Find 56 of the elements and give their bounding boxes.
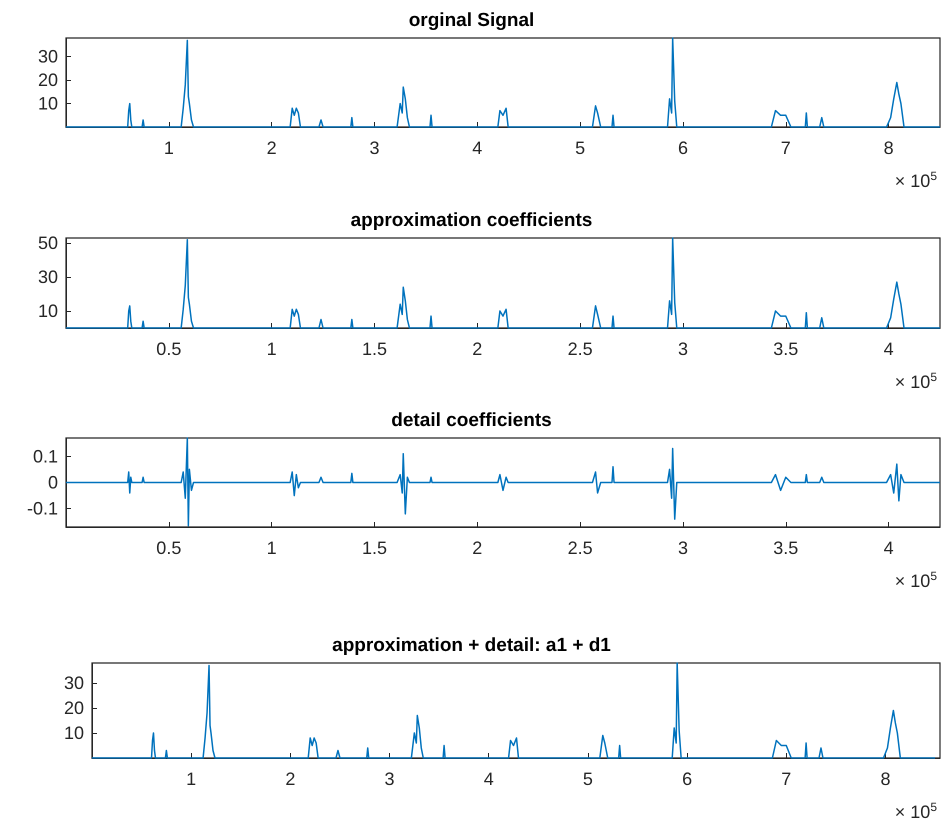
x-tick-label: 1.5 bbox=[362, 339, 387, 359]
line-series bbox=[65, 237, 941, 329]
x-tick-label: 4 bbox=[884, 538, 894, 558]
y-tick-label: 30 bbox=[64, 673, 84, 693]
x-tick-label: 1 bbox=[266, 339, 277, 359]
y-tick-label: -0.1 bbox=[26, 498, 58, 519]
y-tick-label: 10 bbox=[38, 94, 58, 114]
chart-title: approximation + detail: a1 + d1 bbox=[332, 635, 612, 656]
y-tick-label: 30 bbox=[38, 46, 58, 67]
y-tick-label: 20 bbox=[38, 70, 58, 90]
x-tick-label: 1.5 bbox=[362, 538, 387, 558]
x-tick-label: 5 bbox=[582, 769, 593, 789]
x-tick-label: 2 bbox=[472, 339, 482, 359]
text: × 10$^{5}$ bbox=[894, 370, 937, 393]
x-tick-label: 2 bbox=[266, 138, 277, 158]
y-tick-label: 0 bbox=[48, 472, 58, 492]
x-tick-label: 8 bbox=[884, 138, 894, 158]
text: × 10$^{5}$ bbox=[894, 169, 937, 192]
chart-title: detail coefficients bbox=[391, 410, 552, 431]
y-tick-label: 10 bbox=[38, 301, 58, 322]
line-series bbox=[65, 37, 941, 128]
y-tick-label: 30 bbox=[38, 267, 58, 288]
x-tick-label: 2.5 bbox=[568, 339, 593, 359]
x-tick-label: 8 bbox=[880, 769, 890, 789]
y-tick-label: 10 bbox=[64, 723, 84, 743]
line-series bbox=[65, 437, 941, 526]
x-tick-label: 2.5 bbox=[568, 538, 593, 558]
x-tick-label: 1 bbox=[266, 538, 277, 558]
x-tick-label: 4 bbox=[884, 339, 894, 359]
y-tick-label: 20 bbox=[64, 698, 84, 718]
x-tick-label: 2 bbox=[472, 538, 482, 558]
x-tick-label: 3 bbox=[678, 538, 688, 558]
x-tick-label: 1 bbox=[186, 769, 196, 789]
x-tick-label: 3.5 bbox=[773, 339, 798, 359]
x-tick-label: 6 bbox=[682, 769, 692, 789]
text: × 10$^{5}$ bbox=[894, 800, 937, 823]
x-tick-label: 4 bbox=[472, 138, 482, 158]
chart-title: orginal Signal bbox=[408, 10, 534, 31]
x-tick-label: 0.5 bbox=[156, 339, 182, 359]
text: × 10$^{5}$ bbox=[894, 569, 937, 592]
x-tick-label: 5 bbox=[575, 138, 586, 158]
x-tick-label: 1 bbox=[164, 138, 174, 158]
x-tick-label: 3.5 bbox=[773, 538, 798, 558]
y-tick-label: 0.1 bbox=[32, 446, 58, 466]
y-tick-label: 50 bbox=[38, 233, 58, 254]
x-tick-label: 3 bbox=[384, 769, 395, 789]
x-tick-label: 7 bbox=[781, 769, 792, 789]
x-tick-label: 0.5 bbox=[156, 538, 182, 558]
line-series bbox=[91, 662, 936, 759]
x-tick-label: 6 bbox=[678, 138, 688, 158]
x-tick-label: 7 bbox=[780, 138, 791, 158]
x-tick-label: 3 bbox=[369, 138, 380, 158]
x-tick-label: 2 bbox=[285, 769, 296, 789]
x-tick-label: 3 bbox=[678, 339, 688, 359]
chart-title: approximation coefficients bbox=[350, 210, 592, 231]
x-tick-label: 4 bbox=[484, 769, 494, 789]
